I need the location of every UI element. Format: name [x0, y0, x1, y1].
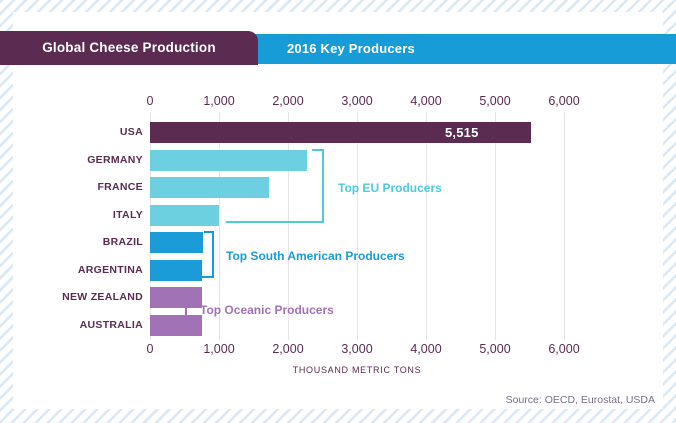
bar-usa: 5,515 — [150, 122, 531, 143]
bar-australia — [150, 315, 202, 336]
source-note: Source: OECD, Eurostat, USDA — [505, 394, 655, 406]
annotation-south-america-label: Top South American Producers — [226, 249, 405, 263]
axis-tick-label: 3,000 — [341, 342, 373, 356]
axis-tick-label: 5,000 — [479, 342, 511, 356]
gridline — [564, 112, 565, 340]
bar-germany — [150, 150, 308, 171]
x-axis-title: THOUSAND METRIC TONS — [292, 365, 422, 375]
axis-tick-label: 5,000 — [479, 94, 511, 108]
category-label: AUSTRALIA — [79, 319, 143, 331]
axis-tick-label: 0 — [146, 342, 154, 356]
annotation-oceania-label: Top Oceanic Producers — [200, 303, 334, 317]
page-title: Global Cheese Production — [42, 40, 216, 55]
bracket-south-america — [196, 231, 214, 278]
gridline — [495, 112, 496, 340]
gridline — [150, 112, 151, 340]
category-label: BRAZIL — [102, 236, 143, 248]
category-label: ITALY — [112, 209, 143, 221]
bar-italy — [150, 205, 219, 226]
annotation-eu-label: Top EU Producers — [338, 181, 442, 195]
bar-france — [150, 177, 270, 198]
bar-new-zealand — [150, 287, 202, 308]
gridline — [357, 112, 358, 340]
axis-tick-label: 2,000 — [272, 342, 304, 356]
page-subtitle: 2016 Key Producers — [287, 41, 415, 56]
axis-tick-label: 0 — [146, 94, 154, 108]
axis-tick-label: 6,000 — [548, 94, 580, 108]
bracket-eu — [226, 149, 324, 223]
axis-tick-label: 1,000 — [203, 94, 235, 108]
category-label: ARGENTINA — [77, 264, 143, 276]
axis-tick-label: 2,000 — [272, 94, 304, 108]
axis-tick-label: 4,000 — [410, 342, 442, 356]
bar-argentina — [150, 260, 202, 281]
infographic-card — [13, 12, 663, 409]
bracket-oceania — [176, 287, 187, 334]
category-label: FRANCE — [97, 181, 143, 193]
axis-tick-label: 6,000 — [548, 342, 580, 356]
axis-tick-label: 4,000 — [410, 94, 442, 108]
bar-value-label: 5,515 — [444, 125, 479, 140]
category-label: GERMANY — [87, 154, 143, 166]
gridline — [426, 112, 427, 340]
category-label: NEW ZEALAND — [62, 291, 143, 303]
header-title-band: Global Cheese Production — [0, 31, 258, 65]
axis-tick-label: 1,000 — [203, 342, 235, 356]
gridline — [219, 112, 220, 340]
category-label: USA — [119, 126, 143, 138]
gridline — [288, 112, 289, 340]
bar-brazil — [150, 232, 203, 253]
axis-tick-label: 3,000 — [341, 94, 373, 108]
